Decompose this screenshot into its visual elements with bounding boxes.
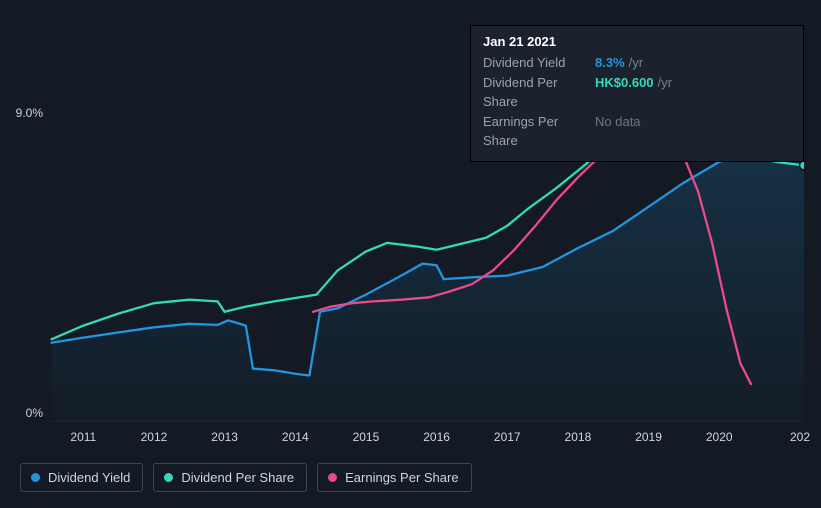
tooltip-key: Dividend Per Share xyxy=(483,73,595,112)
legend-dot-icon xyxy=(164,473,173,482)
legend-item-dps[interactable]: Dividend Per Share xyxy=(153,463,307,492)
tooltip-key: Dividend Yield xyxy=(483,53,595,73)
x-axis-tick: 2012 xyxy=(141,430,168,444)
chart-tooltip: Jan 21 2021 Dividend Yield 8.3%/yr Divid… xyxy=(470,25,804,162)
x-axis-labels: 2011 2012 2013 2014 2015 2016 2017 2018 2019 2020… xyxy=(0,430,821,450)
y-axis-tick-max: 9.0% xyxy=(3,106,43,120)
tooltip-date: Jan 21 2021 xyxy=(483,34,791,49)
tooltip-key: Earnings Per Share xyxy=(483,112,595,151)
legend-label: Earnings Per Share xyxy=(345,470,458,485)
legend-item-yield[interactable]: Dividend Yield xyxy=(20,463,143,492)
tooltip-row-eps: Earnings Per Share No data xyxy=(483,112,791,151)
x-axis-tick: 2018 xyxy=(565,430,592,444)
x-axis-tick: 2014 xyxy=(282,430,309,444)
legend: Dividend Yield Dividend Per Share Earnin… xyxy=(20,463,472,492)
tooltip-value: HK$0.600/yr xyxy=(595,73,672,112)
y-axis-tick-min: 0% xyxy=(3,406,43,420)
tooltip-value: No data xyxy=(595,112,641,151)
x-axis-tick: 2020 xyxy=(706,430,733,444)
x-axis-tick: 2013 xyxy=(211,430,238,444)
legend-item-eps[interactable]: Earnings Per Share xyxy=(317,463,471,492)
x-axis-tick: 2015 xyxy=(353,430,380,444)
x-axis-tick: 2016 xyxy=(423,430,450,444)
legend-label: Dividend Per Share xyxy=(181,470,294,485)
legend-label: Dividend Yield xyxy=(48,470,130,485)
x-axis-tick: 2011 xyxy=(70,430,96,444)
tooltip-value: 8.3%/yr xyxy=(595,53,643,73)
tooltip-row-dps: Dividend Per Share HK$0.600/yr xyxy=(483,73,791,112)
legend-dot-icon xyxy=(328,473,337,482)
legend-dot-icon xyxy=(31,473,40,482)
x-axis-tick: 2017 xyxy=(494,430,521,444)
x-axis-tick: 2019 xyxy=(635,430,662,444)
x-axis-tick: 202 xyxy=(790,430,810,444)
tooltip-row-yield: Dividend Yield 8.3%/yr xyxy=(483,53,791,73)
